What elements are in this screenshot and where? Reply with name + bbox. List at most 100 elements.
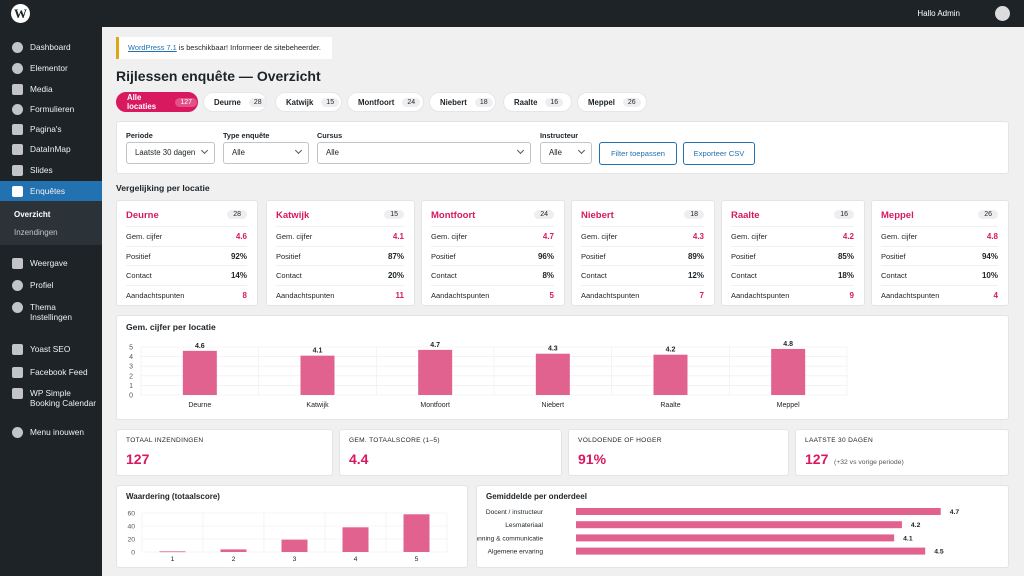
location-row: Contact 18% bbox=[731, 265, 854, 284]
chart-title: Gemiddelde per onderdeel bbox=[486, 492, 587, 501]
submenu-item-overzicht[interactable]: Overzicht bbox=[14, 210, 51, 219]
location-row-value: 94% bbox=[981, 251, 998, 261]
location-row-label: Aandachtspunten bbox=[431, 290, 490, 300]
submenu-item-inzendingen[interactable]: Inzendingen bbox=[14, 228, 58, 237]
survey-icon bbox=[12, 185, 23, 197]
update-notice: WordPress 7.1 is beschikbaar! Informeer … bbox=[116, 37, 332, 59]
sidebar-item-formulieren[interactable]: Formulieren bbox=[0, 99, 102, 119]
x-tick-label: 1 bbox=[171, 556, 175, 563]
filter-type-select[interactable]: Alle bbox=[223, 142, 309, 164]
location-name[interactable]: Deurne bbox=[126, 210, 159, 221]
enquetes-submenu: Overzicht Inzendingen bbox=[0, 201, 102, 245]
location-row-value: 4.3 bbox=[692, 232, 704, 241]
chevron-down-icon bbox=[577, 146, 586, 155]
sidebar-item-facebook-feed[interactable]: Facebook Feed bbox=[0, 362, 102, 382]
export-csv-button[interactable]: Exporteer CSV bbox=[683, 142, 755, 165]
tab-katwijk[interactable]: Katwijk 15 bbox=[275, 92, 342, 112]
rating-chart-card: Waardering (totaalscore) 0 20 40 60 1 2 3 4 5 bbox=[116, 485, 468, 568]
sidebar-item-yoast-seo[interactable]: Yoast SEO bbox=[0, 339, 102, 359]
location-card-meppel[interactable]: Meppel 26 Gem. cijfer 4.8 Positief 94% Contact… bbox=[871, 200, 1009, 306]
wordpress-icon[interactable]: W bbox=[11, 4, 30, 23]
stat-value: 91% bbox=[578, 451, 607, 467]
filter-type-label: Type enquête bbox=[223, 131, 270, 140]
location-card-montfoort[interactable]: Montfoort 24 Gem. cijfer 4.7 Positief 96% Cont… bbox=[421, 200, 565, 306]
tab-montfoort[interactable]: Montfoort 24 bbox=[347, 92, 424, 112]
data-label: 4.3 bbox=[548, 346, 558, 353]
tab-niebert[interactable]: Niebert 18 bbox=[429, 92, 496, 112]
location-name[interactable]: Raalte bbox=[731, 210, 760, 221]
stat-value: 127 bbox=[805, 451, 829, 467]
data-label: 4.5 bbox=[934, 549, 944, 556]
location-row: Contact 10% bbox=[881, 265, 998, 284]
location-count-badge: 18 bbox=[684, 210, 704, 219]
bar-deurne bbox=[182, 350, 217, 395]
admin-greeting[interactable]: Hallo Admin bbox=[917, 9, 960, 18]
location-row-label: Gem. cijfer bbox=[731, 232, 768, 241]
y-tick-label: 0 bbox=[129, 393, 133, 400]
settings-icon bbox=[12, 302, 23, 313]
location-row-label: Gem. cijfer bbox=[881, 232, 918, 241]
filter-instructeur-select[interactable]: Alle bbox=[540, 142, 592, 164]
bar-rating-4 bbox=[342, 527, 369, 552]
chevron-down-icon bbox=[200, 146, 209, 155]
tab-meppel[interactable]: Meppel 26 bbox=[577, 92, 647, 112]
sidebar-item-datainmap[interactable]: DataInMap bbox=[0, 139, 102, 159]
filter-periode-select[interactable]: Laatste 30 dagen bbox=[126, 142, 215, 164]
location-card-raalte[interactable]: Raalte 16 Gem. cijfer 4.2 Positief 85% Contact… bbox=[721, 200, 865, 306]
sidebar-item-thema-instellingen[interactable]: Thema Instellingen bbox=[0, 298, 102, 328]
y-tick-label: 5 bbox=[129, 345, 133, 352]
location-card-niebert[interactable]: Niebert 18 Gem. cijfer 4.3 Positief 89% Contac… bbox=[571, 200, 715, 306]
filter-panel: Periode Laatste 30 dagen Type enquête Al… bbox=[116, 121, 1009, 174]
user-icon bbox=[12, 279, 23, 291]
location-row-label: Aandachtspunten bbox=[581, 290, 640, 300]
location-row: Positief 92% bbox=[126, 245, 247, 265]
sidebar-item-enquetes[interactable]: Enquêtes bbox=[0, 181, 102, 201]
location-card-deurne[interactable]: Deurne 28 Gem. cijfer 4.6 Positief 92% Contact… bbox=[116, 200, 258, 306]
sidebar-item-profiel[interactable]: Profiel bbox=[0, 275, 102, 295]
sidebar-item-media[interactable]: Media bbox=[0, 79, 102, 99]
location-card-katwijk[interactable]: Katwijk 15 Gem. cijfer 4.1 Positief 87% Contac… bbox=[266, 200, 415, 306]
sidebar-item-elementor[interactable]: Elementor bbox=[0, 58, 102, 78]
location-name[interactable]: Meppel bbox=[881, 210, 914, 221]
location-name[interactable]: Niebert bbox=[581, 210, 614, 221]
tab-deurne[interactable]: Deurne 28 bbox=[203, 92, 267, 112]
update-notice-link[interactable]: WordPress 7.1 bbox=[128, 43, 177, 52]
sidebar-item-weergave[interactable]: Weergave bbox=[0, 253, 102, 273]
sidebar-item-paginas[interactable]: Pagina's bbox=[0, 119, 102, 139]
location-row: Gem. cijfer 4.2 bbox=[731, 226, 854, 245]
location-row-label: Positief bbox=[581, 251, 606, 261]
category-label: Planning & communicatie bbox=[477, 535, 543, 542]
sidebar-item-slides[interactable]: Slides bbox=[0, 160, 102, 180]
location-count-badge: 28 bbox=[227, 210, 247, 219]
location-row-value: 18% bbox=[837, 271, 854, 280]
location-name[interactable]: Katwijk bbox=[276, 210, 310, 221]
location-row-value: 4.6 bbox=[235, 232, 247, 241]
location-row: Gem. cijfer 4.8 bbox=[881, 226, 998, 245]
data-label: 4.7 bbox=[430, 342, 440, 349]
sidebar-item-booking-calendar[interactable]: WP Simple Booking Calendar bbox=[0, 384, 102, 414]
avatar[interactable] bbox=[995, 6, 1010, 21]
x-tick-label: Katwijk bbox=[306, 402, 329, 409]
location-row-label: Positief bbox=[126, 251, 151, 261]
location-row-value: 12% bbox=[687, 271, 704, 280]
location-row-value: 8 bbox=[242, 290, 247, 300]
location-row-value: 4.8 bbox=[986, 232, 998, 241]
sidebar-collapse-menu[interactable]: Menu inouwen bbox=[0, 422, 102, 442]
filter-apply-button[interactable]: Filter toepassen bbox=[599, 142, 677, 165]
location-row: Contact 14% bbox=[126, 265, 247, 284]
filter-periode-label: Periode bbox=[126, 131, 153, 140]
update-notice-text: is beschikbaar! Informeer de sitebeheerd… bbox=[176, 43, 321, 52]
tab-raalte[interactable]: Raalte 16 bbox=[503, 92, 572, 112]
bar-part bbox=[576, 534, 895, 542]
location-row-label: Contact bbox=[276, 271, 302, 280]
location-name[interactable]: Montfoort bbox=[431, 210, 476, 221]
admin-bar: W Hallo Admin bbox=[0, 0, 1024, 27]
y-tick-label: 4 bbox=[129, 354, 133, 361]
location-row-label: Aandachtspunten bbox=[881, 290, 940, 300]
tab-alle-locaties[interactable]: Alle locaties 127 bbox=[116, 92, 198, 112]
avg-per-location-card: Gem. cijfer per locatie 0 1 2 3 4 5 4.6 Deurne 4… bbox=[116, 315, 1009, 420]
sidebar-item-dashboard[interactable]: Dashboard bbox=[0, 37, 102, 57]
stat-value: 4.4 bbox=[349, 451, 369, 467]
filter-cursus-select[interactable]: Alle bbox=[317, 142, 531, 164]
category-label: Algemene ervaring bbox=[488, 549, 544, 556]
